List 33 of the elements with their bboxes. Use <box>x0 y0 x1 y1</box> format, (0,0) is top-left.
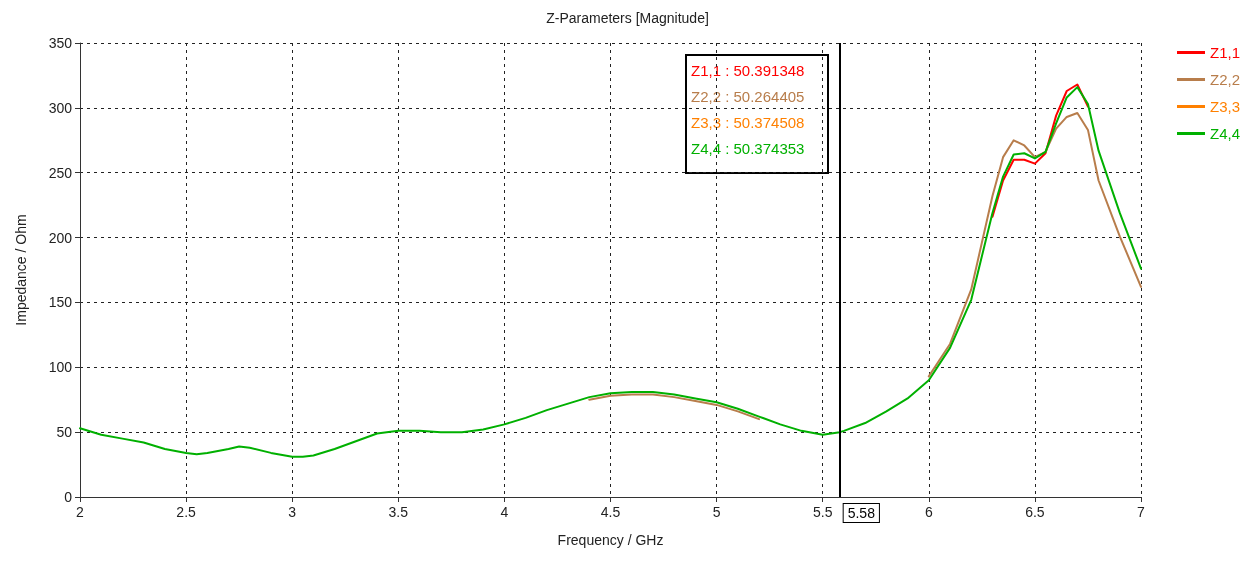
ref-line-label: 5.58 <box>847 505 876 521</box>
annotation: Z4,4 : 50.374353 <box>691 140 805 157</box>
y-axis-title: Impedance / Ohm <box>13 214 29 326</box>
annotation: Z1,1 : 50.391348 <box>691 62 805 79</box>
y-tick-label: 50 <box>56 424 73 441</box>
legend-label: Z4,4 <box>1209 125 1240 142</box>
x-tick-label: 4 <box>500 504 509 520</box>
y-tick-label: 0 <box>64 489 73 505</box>
x-axis-title: Frequency / GHz <box>557 532 664 548</box>
x-tick-label: 3.5 <box>388 504 409 520</box>
x-tick-label: 6.5 <box>1025 504 1045 520</box>
x-tick-label: 5.5 <box>812 504 833 520</box>
y-tick-label: 300 <box>48 99 73 116</box>
annotation: Z3,3 : 50.374508 <box>691 114 805 131</box>
chart-title: Z-Parameters [Magnitude] <box>546 10 709 26</box>
x-tick-label: 2 <box>76 504 85 520</box>
legend-label: Z3,3 <box>1209 98 1240 115</box>
y-tick-label: 350 <box>48 35 73 51</box>
x-tick-label: 3 <box>288 504 297 520</box>
y-tick-label: 200 <box>48 229 73 246</box>
annotation: Z2,2 : 50.264405 <box>691 88 805 105</box>
x-tick-label: 5 <box>712 504 721 520</box>
x-tick-label: 7 <box>1137 504 1146 520</box>
y-tick-label: 150 <box>48 294 73 311</box>
y-tick-label: 250 <box>48 164 73 181</box>
x-tick-label: 6 <box>924 504 933 520</box>
line-series <box>79 86 1142 458</box>
legend-label: Z2,2 <box>1209 71 1240 88</box>
line-series <box>991 83 1089 218</box>
x-tick-label: 4.5 <box>600 504 621 520</box>
legend-label: Z1,1 <box>1209 44 1240 61</box>
y-tick-label: 100 <box>48 359 73 376</box>
x-tick-label: 2.5 <box>176 504 197 520</box>
